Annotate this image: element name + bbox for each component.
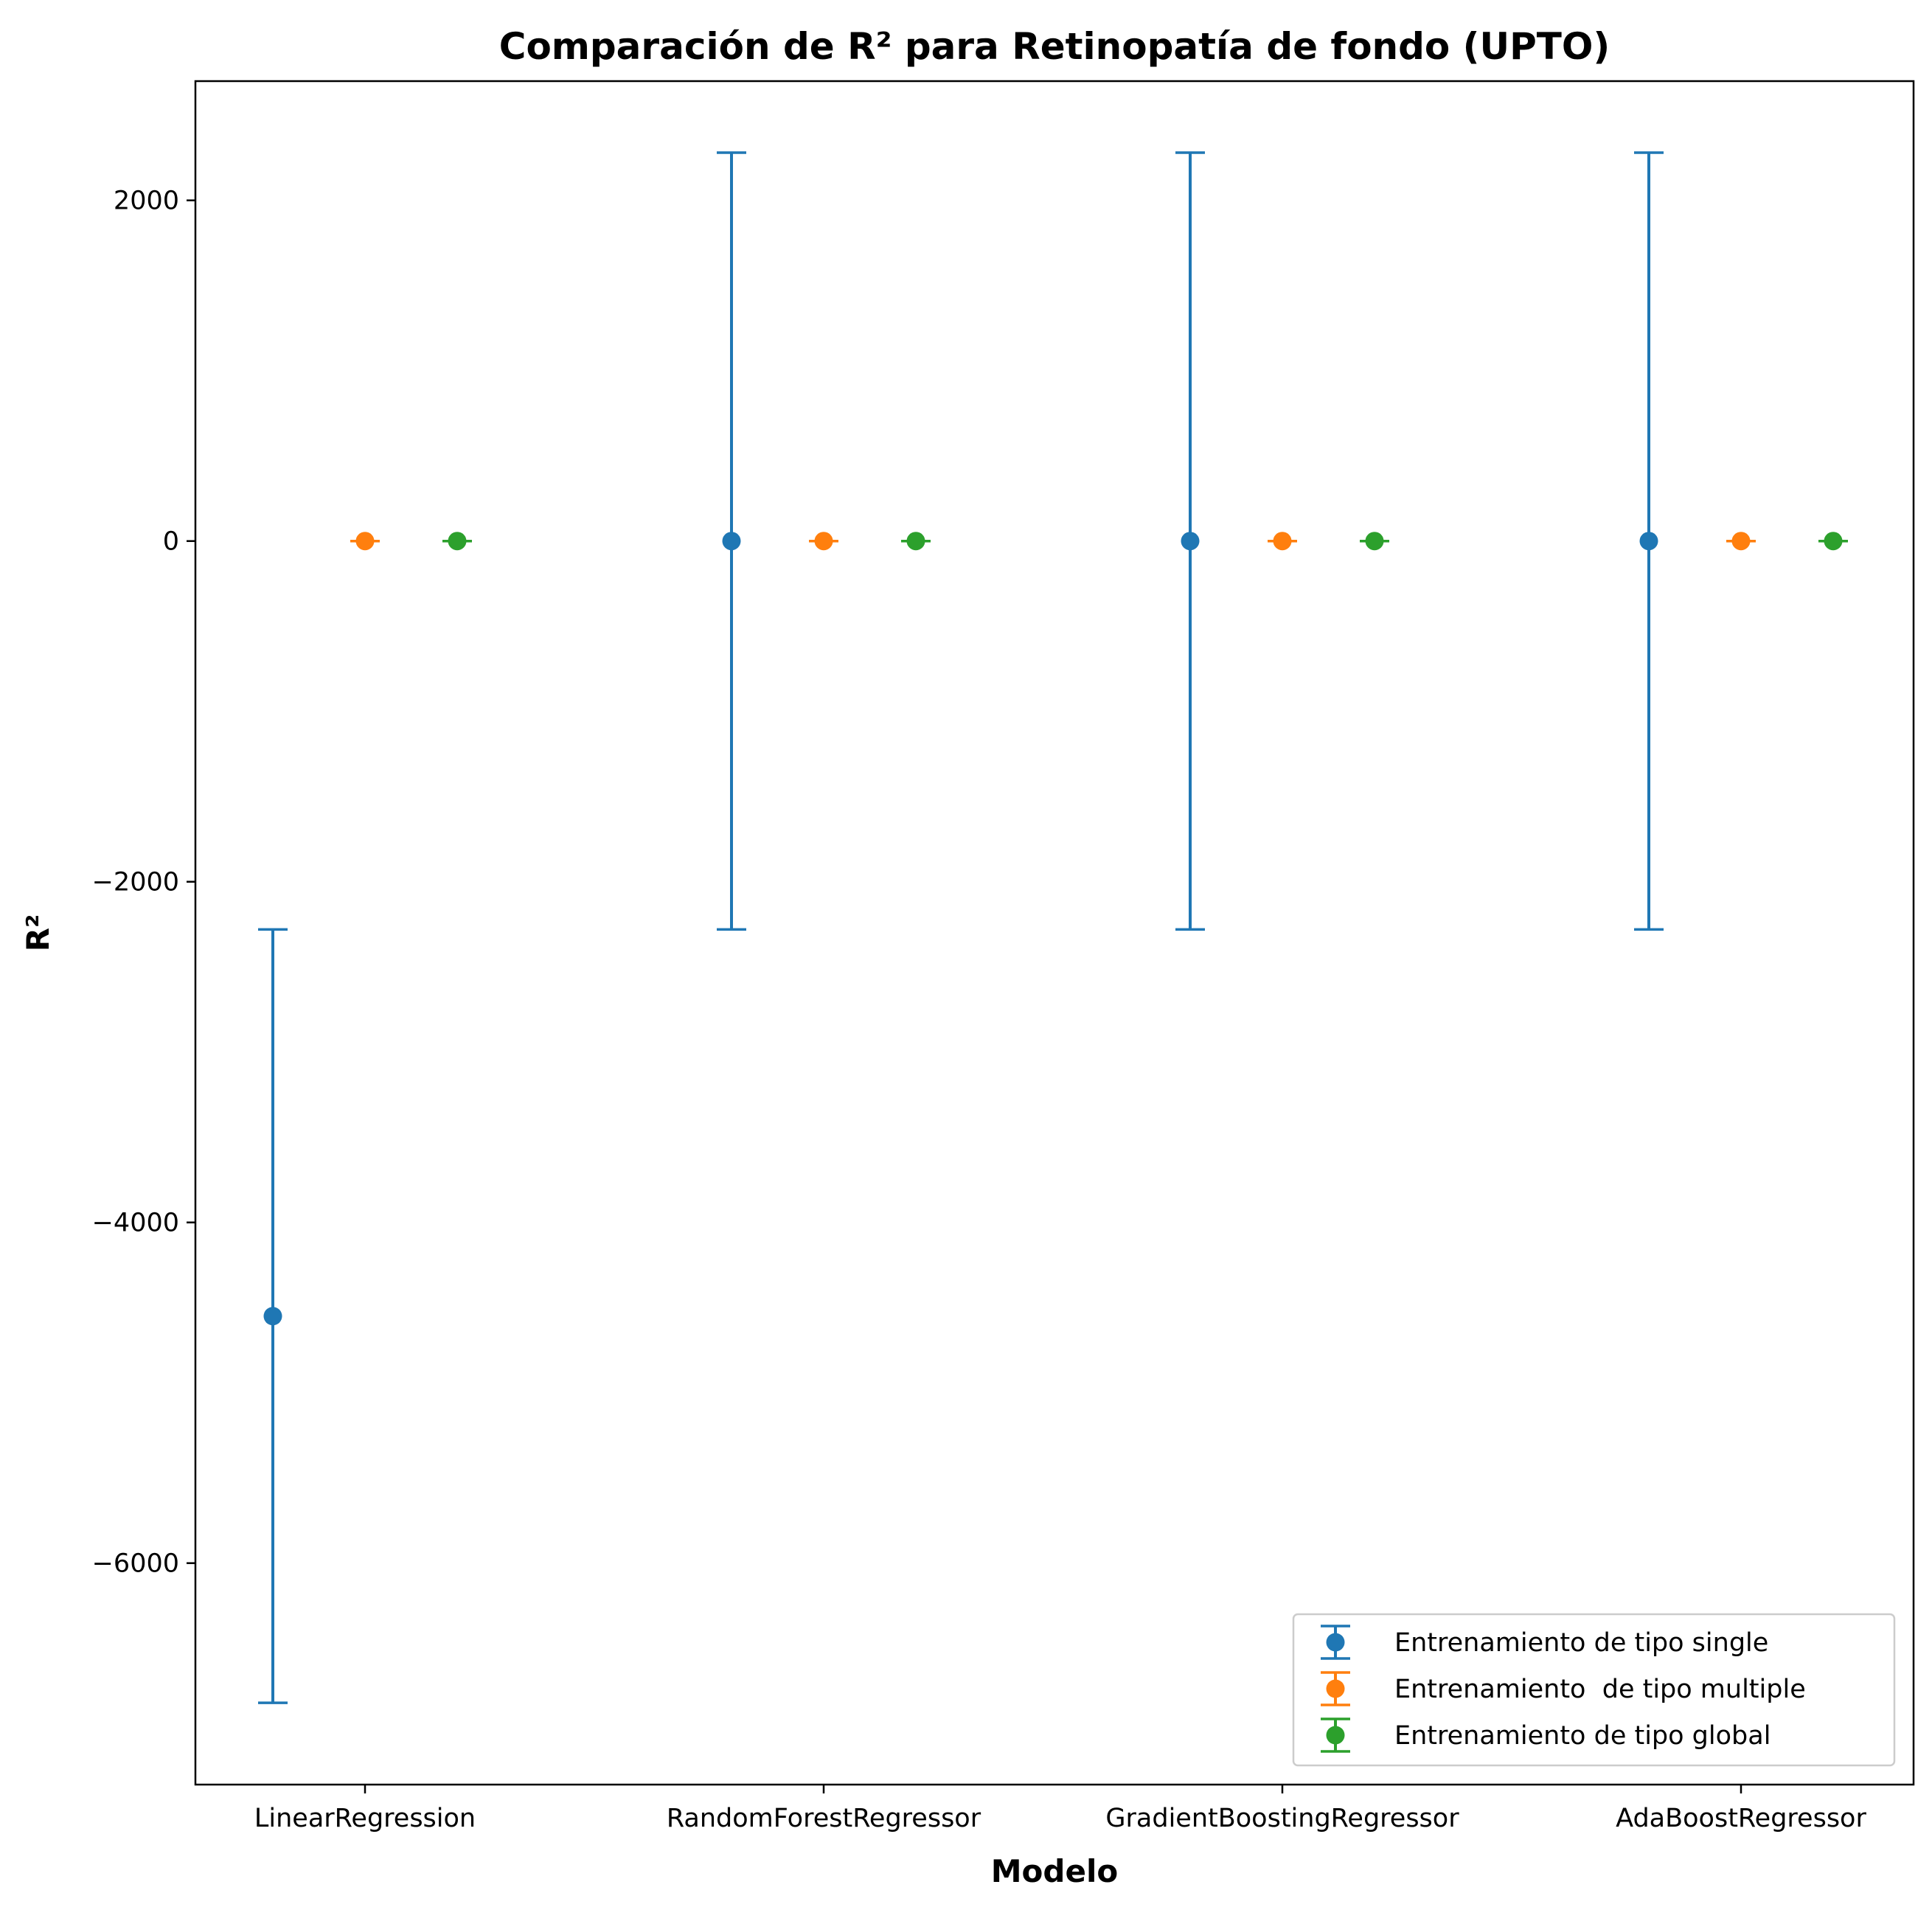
- legend-label: Entrenamiento de tipo multiple: [1394, 1675, 1806, 1704]
- data-point: [448, 532, 467, 551]
- data-point: [1639, 532, 1658, 551]
- legend-marker-icon: [1326, 1726, 1345, 1745]
- x-tick-label: AdaBoostRegressor: [1616, 1804, 1866, 1833]
- x-axis: LinearRegression RandomForestRegressor Gra…: [254, 1785, 1866, 1833]
- plot-frame: [194, 80, 1915, 1786]
- data-point: [722, 532, 741, 551]
- y-tick-label: 0: [163, 527, 179, 557]
- series-layer: [258, 151, 1848, 1704]
- y-tick-label: 2000: [114, 187, 179, 216]
- data-point: [1824, 532, 1843, 551]
- x-tick-label: GradientBoostingRegressor: [1105, 1804, 1459, 1833]
- data-point: [1273, 532, 1292, 551]
- x-axis-label: Modelo: [991, 1853, 1118, 1889]
- legend-marker-icon: [1326, 1679, 1345, 1698]
- data-point: [1731, 532, 1751, 551]
- legend-label: Entrenamiento de tipo single: [1394, 1628, 1768, 1658]
- data-point: [1181, 532, 1200, 551]
- y-axis: 2000 0 −2000 −4000 −6000: [92, 187, 195, 1579]
- y-tick-label: −4000: [92, 1209, 179, 1238]
- data-point: [814, 532, 833, 551]
- y-tick-label: −6000: [92, 1549, 179, 1579]
- chart-title: Comparación de R² para Retinopatía de fo…: [499, 25, 1610, 68]
- legend-label: Entrenamiento de tipo global: [1394, 1721, 1771, 1751]
- plot-area: [194, 80, 1915, 1786]
- y-tick-label: −2000: [92, 868, 179, 897]
- legend: Entrenamiento de tipo single Entrenamient…: [1292, 1613, 1896, 1767]
- series-1: [258, 151, 1664, 1704]
- y-axis-label: R²: [20, 914, 56, 952]
- series-2: [350, 532, 1756, 551]
- data-point: [355, 532, 375, 551]
- x-tick-label: LinearRegression: [254, 1804, 476, 1833]
- legend-box: [1292, 1613, 1896, 1767]
- legend-marker-icon: [1326, 1633, 1345, 1652]
- data-point: [906, 532, 925, 551]
- series-3: [442, 532, 1848, 551]
- x-tick-label: RandomForestRegressor: [667, 1804, 981, 1833]
- data-point: [1365, 532, 1384, 551]
- data-point: [263, 1307, 282, 1326]
